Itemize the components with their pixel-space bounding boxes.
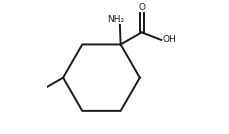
Text: OH: OH [161,35,175,44]
Text: NH₂: NH₂ [107,15,124,24]
Text: O: O [138,3,144,12]
